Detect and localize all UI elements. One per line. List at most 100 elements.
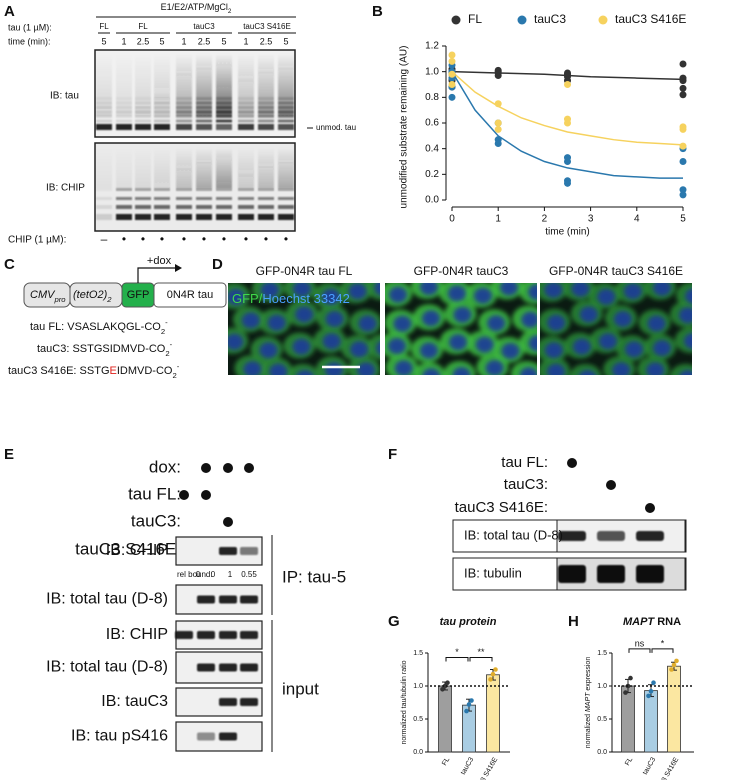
lane-bands	[197, 595, 258, 604]
ladder-band	[135, 101, 151, 105]
data-point	[679, 91, 687, 99]
ladder-band	[278, 101, 294, 105]
nucleus	[613, 311, 632, 328]
blot-label: IB: total tau (D-8)	[46, 591, 168, 608]
nucleus	[653, 283, 672, 296]
text-part: (tetO2)	[73, 289, 108, 301]
y-tick-label: 1.0	[413, 683, 423, 690]
chip-band	[135, 205, 151, 209]
chip-band	[278, 205, 294, 209]
band	[597, 531, 625, 541]
nucleus	[571, 283, 590, 297]
ladder-band	[258, 119, 274, 123]
lane-dot	[201, 490, 211, 500]
ladder-band	[216, 97, 232, 100]
nucleus	[579, 369, 596, 375]
condition-label: tauC3:	[504, 476, 548, 493]
x-tick-label: FL	[624, 756, 634, 767]
text-part: 2	[165, 349, 169, 358]
ladder-band	[154, 110, 170, 114]
nucleus	[501, 342, 520, 359]
ladder-band	[238, 101, 254, 105]
smear	[258, 54, 274, 116]
ladder-band	[196, 110, 212, 114]
time-label: 5	[159, 36, 164, 46]
band	[219, 631, 237, 639]
ladder-band	[176, 97, 192, 100]
time-label: 5	[101, 36, 106, 46]
nucleus	[394, 360, 413, 375]
legend-label: tauC3	[534, 12, 566, 26]
chip-band	[135, 188, 151, 191]
nucleus	[348, 283, 367, 300]
data-point	[651, 680, 656, 685]
text-part: RNA	[654, 616, 681, 628]
nucleus	[350, 341, 369, 358]
image-title: GFP-0N4R tau FL	[256, 264, 353, 278]
chip-band	[176, 214, 192, 220]
data-point	[623, 690, 628, 695]
bracket-label: IP: tau-5	[282, 567, 346, 586]
text-part: Hoechst 33342	[262, 291, 349, 306]
smear	[176, 54, 192, 116]
y-axis-label: normalized MAPT expression	[585, 657, 592, 749]
bar	[621, 685, 635, 753]
y-tick-label: 0.6	[425, 118, 439, 129]
data-point	[648, 688, 654, 694]
text-part: tauC3 S416E: SSTG	[8, 365, 110, 377]
lane-bands	[176, 54, 192, 130]
y-tick-label: 0.5	[597, 716, 607, 723]
legend-marker	[451, 15, 461, 25]
nucleus	[419, 342, 438, 359]
y-tick-label: 1.5	[597, 650, 607, 657]
ladder-band	[216, 101, 232, 105]
chip-band	[96, 214, 112, 220]
text-part: normalized	[585, 712, 592, 748]
band	[636, 531, 664, 541]
chip-band	[196, 214, 212, 220]
nucleus	[267, 314, 286, 331]
nucleus	[579, 306, 598, 323]
ladder-band	[96, 115, 112, 118]
rel-bound-value: 0	[196, 570, 201, 579]
ladder-band	[176, 119, 192, 123]
condition-label: tau FL:	[501, 454, 548, 471]
ladder-band	[116, 110, 132, 114]
promoter-label: CMVpro	[30, 289, 66, 304]
chip-band	[216, 188, 232, 191]
tag-label: GFP	[127, 289, 150, 301]
row-label: CHIP (1 µM):	[8, 235, 66, 246]
nucleus	[521, 311, 537, 328]
ladder-band	[154, 119, 170, 123]
inducer-arrow	[137, 267, 176, 283]
ladder-band	[216, 115, 232, 118]
significance-label: *	[661, 638, 665, 648]
ladder-band	[135, 119, 151, 123]
significance-bracket	[445, 657, 469, 662]
ladder-band	[238, 119, 254, 123]
text-part: CMV	[30, 289, 56, 301]
sequence-line: tauC3 S416E: SSTGEIDMVD-CO2-	[8, 362, 180, 380]
y-axis-label: normalized tau/tubulin ratio	[401, 660, 408, 744]
smear	[238, 54, 254, 116]
x-tick-label: 1	[495, 214, 501, 225]
gel-header: E1/E2/ATP/MgCl2	[161, 2, 232, 15]
chip-band	[278, 188, 294, 191]
nucleus	[449, 334, 468, 351]
lane-bands	[216, 54, 232, 130]
band	[597, 565, 625, 583]
bar	[644, 690, 658, 753]
ladder-band	[196, 119, 212, 123]
ladder-band	[258, 97, 274, 100]
legend-label: tauC3 S416E	[615, 12, 686, 26]
lane-bands	[197, 663, 258, 672]
nucleus	[295, 306, 314, 323]
band	[219, 732, 237, 741]
lane-mark: •	[182, 232, 186, 246]
ladder-band	[176, 115, 192, 118]
ladder-band	[135, 115, 151, 118]
main-band	[278, 124, 294, 130]
significance-bracket	[628, 648, 651, 653]
